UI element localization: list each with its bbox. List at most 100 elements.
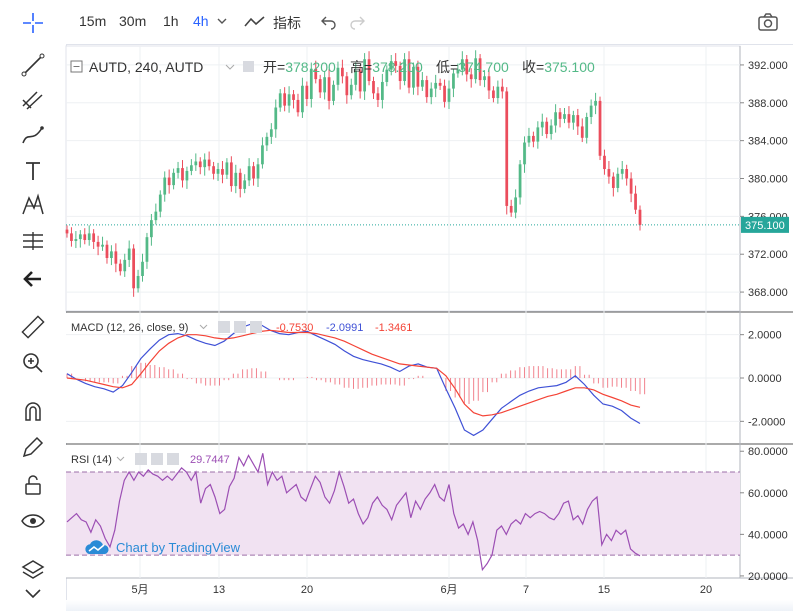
candle-body [429, 88, 433, 98]
candle-body [540, 121, 544, 128]
rsi-settings-icon[interactable] [151, 453, 163, 465]
macd-value-1: -0.7530 [276, 322, 313, 334]
settings-gear-icon[interactable] [243, 61, 254, 72]
timeframe-4h[interactable]: 4h [193, 13, 209, 29]
candle-body [625, 169, 629, 179]
candle-body [611, 176, 615, 188]
candle-body [594, 100, 597, 106]
collapse-icon[interactable] [20, 582, 46, 608]
pitchfork-icon[interactable] [20, 86, 46, 112]
pencil-lock-icon[interactable] [20, 434, 46, 460]
candle-body [172, 172, 175, 186]
ruler-icon[interactable] [20, 314, 46, 340]
candle-body [532, 135, 535, 142]
lock-icon[interactable] [20, 472, 46, 498]
macd-eye-icon[interactable] [218, 321, 230, 333]
candle-body [567, 114, 571, 123]
undo-icon[interactable] [321, 14, 337, 30]
candle-body [229, 162, 233, 187]
timeframe-30m[interactable]: 30m [119, 13, 147, 29]
symbol-dropdown-icon[interactable] [225, 64, 235, 70]
candle-body [261, 145, 264, 165]
drawing-toolbar [0, 44, 67, 611]
time-tick-label: 6月 [440, 584, 457, 596]
candle-body [434, 82, 438, 89]
candle-body [114, 251, 118, 264]
candle-body [354, 70, 358, 85]
candle-body [118, 263, 122, 272]
trendline-icon[interactable] [20, 52, 46, 78]
candle-body [469, 74, 473, 80]
price-tick-label: 384.000 [748, 136, 788, 148]
arrow-left-icon[interactable] [20, 266, 46, 292]
rsi-eye-icon[interactable] [135, 453, 147, 465]
candle-body [234, 172, 238, 187]
tradingview-watermark[interactable]: Chart by TradingView [84, 537, 240, 557]
camera-icon[interactable] [757, 12, 779, 32]
candle-body [278, 93, 282, 108]
timeframe-15m[interactable]: 15m [79, 13, 107, 29]
macd-legend-name[interactable]: MACD (12, 26, close, 9) [71, 322, 188, 334]
rsi-close-icon[interactable] [167, 453, 179, 465]
brush-icon[interactable] [20, 122, 46, 148]
candle-body [287, 94, 291, 106]
rsi-legend-name[interactable]: RSI (14) [71, 454, 112, 466]
candle-body [136, 275, 140, 289]
candle-body [87, 233, 91, 241]
candle-body [514, 197, 518, 213]
candle-body [398, 65, 402, 82]
svg-text:高=378.200: 高=378.200 [350, 59, 423, 75]
macd-close-icon[interactable] [250, 321, 262, 333]
candle-body [509, 205, 513, 213]
rsi-tick-label: 40.0000 [748, 529, 788, 541]
open-value: 378.200 [285, 59, 336, 75]
crosshair-icon[interactable] [22, 12, 44, 34]
candle-body [83, 234, 87, 241]
redo-icon[interactable] [349, 14, 365, 30]
magnet-icon[interactable] [20, 398, 46, 424]
price-tick-label: 372.000 [748, 249, 788, 261]
candle-body [376, 93, 380, 100]
eye-icon[interactable] [20, 508, 46, 534]
candle-body [505, 91, 509, 206]
candle-body [549, 125, 553, 135]
timeframe-1h[interactable]: 1h [163, 13, 179, 29]
svg-text:低=374.700: 低=374.700 [436, 59, 509, 75]
pattern-icon[interactable] [20, 192, 46, 218]
candle-body [345, 76, 349, 96]
candle-body [465, 59, 469, 75]
text-icon[interactable] [20, 158, 46, 184]
candle-body [425, 80, 429, 98]
candle-body [65, 229, 69, 234]
time-tick-label: 7 [523, 584, 529, 596]
layers-icon[interactable] [20, 556, 46, 582]
candle-body [323, 77, 327, 93]
candle-body [265, 136, 269, 146]
indicators-button[interactable]: 指标 [273, 15, 301, 31]
candle-body [167, 177, 171, 186]
watermark-text: Chart by TradingView [116, 539, 241, 555]
macd-line [66, 323, 641, 437]
measure-icon[interactable] [20, 228, 46, 254]
indicator-wave-icon[interactable] [244, 14, 266, 30]
macd-settings-icon[interactable] [234, 321, 246, 333]
zoom-in-icon[interactable] [20, 350, 46, 376]
symbol-label[interactable]: AUTD, 240, AUTD [89, 59, 203, 75]
time-tick-label: 5月 [131, 584, 148, 596]
macd-dropdown-icon[interactable] [199, 324, 208, 330]
candle-body [163, 177, 167, 195]
candle-body [185, 170, 189, 181]
macd-value-2: -2.0991 [326, 322, 363, 334]
chevron-down-icon[interactable] [217, 17, 227, 25]
candle-body [385, 69, 389, 82]
candle-body [389, 61, 393, 70]
candle-body [70, 233, 73, 241]
candle-body [207, 159, 211, 167]
candle-body [221, 169, 224, 175]
candle-body [127, 248, 131, 260]
candle-body [212, 166, 215, 174]
time-tick-label: 13 [213, 584, 225, 596]
last-price-label [741, 216, 789, 233]
rsi-dropdown-icon[interactable] [116, 456, 125, 462]
